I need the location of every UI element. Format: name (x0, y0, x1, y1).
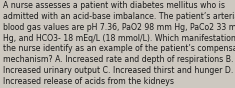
Text: A nurse assesses a patient with diabetes mellitus who is
admitted with an acid-b: A nurse assesses a patient with diabetes… (3, 1, 235, 86)
